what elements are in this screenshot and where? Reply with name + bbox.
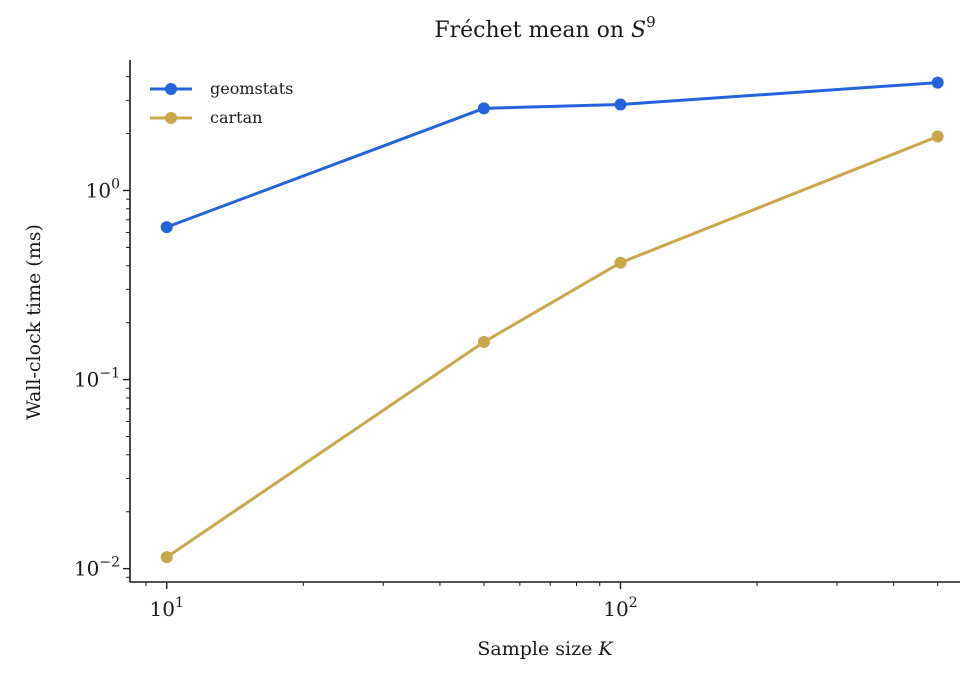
legend-item-cartan: cartan <box>150 108 262 127</box>
x-axis-label-math: K <box>597 638 614 660</box>
chart-title-math: S <box>631 18 646 43</box>
series-geomstats <box>160 76 944 234</box>
series-line-geomstats <box>165 81 940 229</box>
data-point-cartan <box>477 336 490 349</box>
chart-title-text: Fréchet mean on <box>434 18 631 43</box>
series-line-cartan <box>165 135 940 559</box>
x-tick-label: 101 <box>150 595 184 621</box>
x-tick-label: 102 <box>603 595 637 621</box>
data-point-cartan <box>931 130 944 143</box>
x-axis-label: Sample size K <box>477 638 614 660</box>
legend-swatch-marker <box>165 83 177 95</box>
legend: geomstats cartan <box>150 79 293 127</box>
series-cartan <box>160 130 944 564</box>
chart-title: Fréchet mean on S9 <box>434 13 655 43</box>
y-tick-label: 10−1 <box>74 366 120 392</box>
axes: 101 102 10−2 10−1 100 <box>74 60 960 621</box>
data-point-geomstats <box>931 76 944 89</box>
y-tick-label: 10−2 <box>74 555 120 581</box>
legend-swatch-marker <box>165 112 177 124</box>
data-point-cartan <box>160 551 173 564</box>
chart-title-superscript: 9 <box>646 13 656 31</box>
data-point-geomstats <box>160 221 173 234</box>
plot-area <box>160 76 944 564</box>
legend-label: geomstats <box>210 79 293 98</box>
y-tick-label: 100 <box>86 177 120 203</box>
legend-label: cartan <box>210 108 262 127</box>
x-axis-label-text: Sample size <box>477 638 598 660</box>
data-point-cartan <box>614 256 627 269</box>
y-axis-label: Wall-clock time (ms) <box>23 224 45 420</box>
data-point-geomstats <box>614 98 627 111</box>
legend-item-geomstats: geomstats <box>150 79 293 98</box>
data-point-geomstats <box>477 102 490 115</box>
